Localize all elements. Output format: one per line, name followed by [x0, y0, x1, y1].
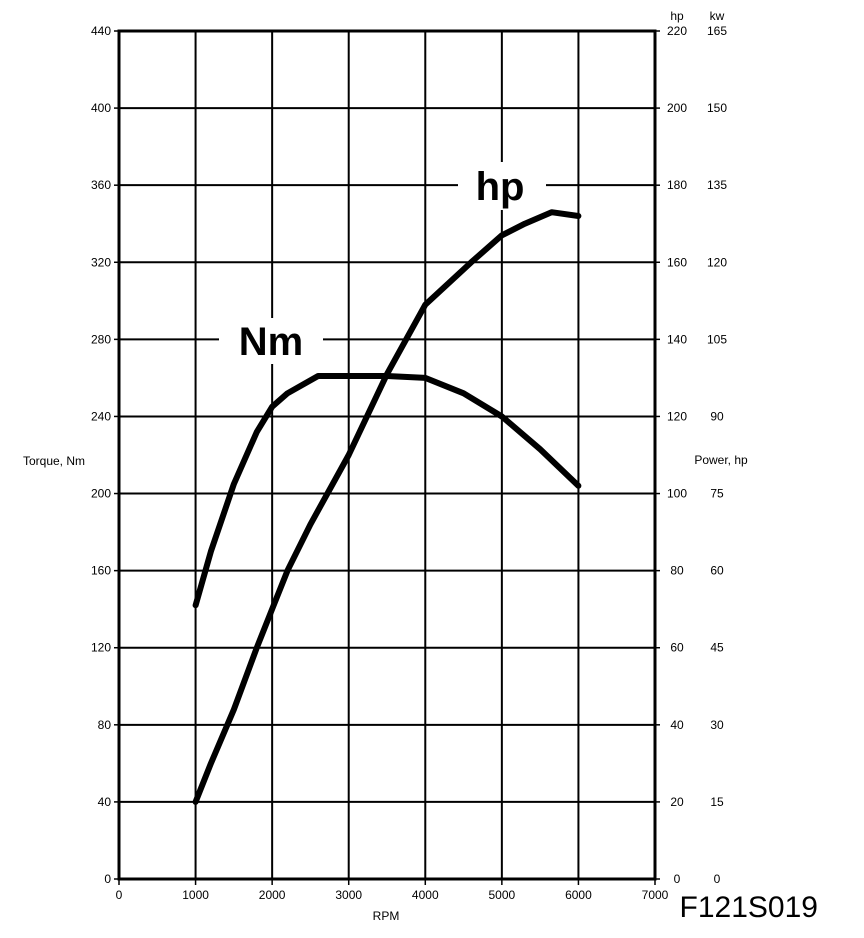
figure-code: F121S019: [680, 891, 818, 924]
y-tick-label-left: 80: [98, 718, 112, 732]
x-tick-label: 7000: [642, 888, 669, 902]
y-tick-label-hp: 220: [667, 24, 687, 38]
x-tick-label: 2000: [259, 888, 286, 902]
y-tick-label-hp: 100: [667, 487, 687, 501]
y-tick-label-left: 0: [104, 872, 111, 886]
y-tick-label-hp: 60: [670, 641, 684, 655]
y-tick-label-left: 320: [91, 255, 111, 269]
x-tick-label: 0: [116, 888, 123, 902]
y-tick-label-hp: 120: [667, 409, 687, 423]
power-curve: [192, 209, 582, 805]
y-axis-title-left: Torque, Nm: [23, 454, 85, 468]
nm-label-background: [219, 318, 323, 364]
y-tick-label-kw: 75: [710, 487, 724, 501]
y-tick-label-hp: 180: [667, 178, 687, 192]
y-tick-label-hp: 140: [667, 332, 687, 346]
y-tick-label-kw: 150: [707, 101, 727, 115]
y-tick-label-left: 440: [91, 24, 111, 38]
curves: [192, 162, 582, 805]
y-axis-title-right: Power, hp: [694, 453, 748, 467]
y-tick-label-left: 160: [91, 564, 111, 578]
hp-label-background: [458, 162, 546, 210]
y-tick-label-hp: 20: [670, 795, 684, 809]
nm-curve-label: Nm: [239, 320, 303, 364]
y-tick-label-left: 200: [91, 487, 111, 501]
y-tick-label-hp: 200: [667, 101, 687, 115]
plot-border: [117, 29, 657, 881]
y-tick-label-kw: 90: [710, 409, 724, 423]
hp-curve-label: hp: [476, 165, 525, 209]
y-tick-label-kw: 120: [707, 255, 727, 269]
y-tick-label-hp: 160: [667, 255, 687, 269]
plot-frame: [117, 29, 657, 881]
y-tick-label-left: 120: [91, 641, 111, 655]
y-tick-label-kw: 135: [707, 178, 727, 192]
y-tick-label-kw: 15: [710, 795, 724, 809]
y-tick-label-left: 400: [91, 101, 111, 115]
y-tick-label-kw: 60: [710, 564, 724, 578]
y-tick-label-hp: 80: [670, 564, 684, 578]
y-tick-label-kw: 30: [710, 718, 724, 732]
x-tick-label: 6000: [565, 888, 592, 902]
x-axis-title: RPM: [373, 909, 400, 923]
grid-lines: [114, 30, 660, 885]
y-tick-label-hp: 40: [670, 718, 684, 732]
x-tick-label: 5000: [489, 888, 516, 902]
y-tick-label-left: 280: [91, 332, 111, 346]
y-tick-label-kw: 0: [714, 872, 721, 886]
y-tick-label-hp: 0: [674, 872, 681, 886]
x-tick-label: 1000: [182, 888, 209, 902]
hp-unit-label: hp: [670, 9, 684, 23]
y-tick-label-kw: 105: [707, 332, 727, 346]
y-tick-label-left: 240: [91, 409, 111, 423]
x-tick-label: 3000: [335, 888, 362, 902]
y-tick-label-kw: 165: [707, 24, 727, 38]
x-tick-label: 4000: [412, 888, 439, 902]
tick-labels: 0 1000 2000 3000 4000 5000 6000 700004080120160…: [91, 24, 727, 902]
kw-unit-label: kw: [710, 9, 725, 23]
y-tick-label-kw: 45: [710, 641, 724, 655]
y-tick-label-left: 40: [98, 795, 112, 809]
y-tick-label-left: 360: [91, 178, 111, 192]
torque-curve: [192, 373, 582, 609]
